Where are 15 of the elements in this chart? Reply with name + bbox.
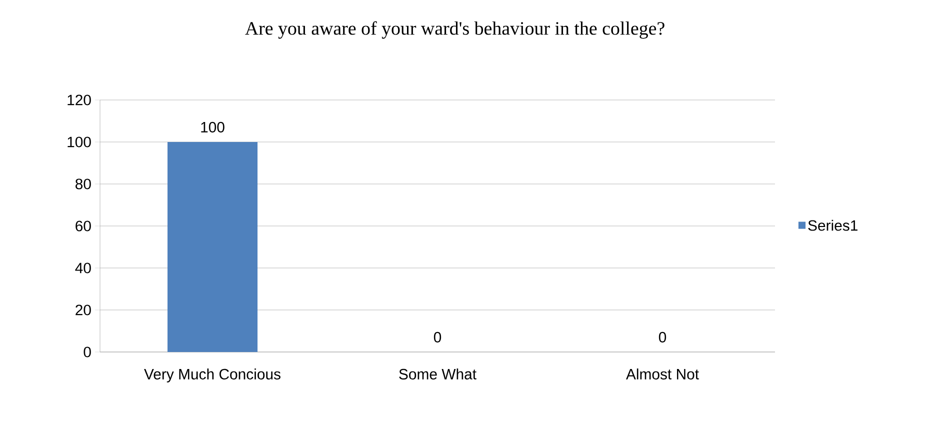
x-tick-label: Some What [399, 368, 476, 380]
data-label: 0 [434, 332, 442, 342]
y-tick-label: 20 [76, 304, 91, 316]
data-label: 0 [658, 332, 666, 342]
data-label: 100 [201, 122, 224, 132]
y-tick-label: 100 [68, 136, 91, 148]
y-tick-label: 0 [84, 346, 91, 358]
y-tick-label: 60 [76, 220, 91, 232]
legend-label: Series1 [808, 220, 858, 231]
y-tick-label: 80 [76, 178, 91, 190]
chart-title: Are you aware of your ward's behaviour in the college? [245, 21, 664, 39]
x-tick-label: Almost Not [626, 368, 699, 380]
x-tick-label: Very Much Concious [144, 368, 280, 382]
y-tick-label: 40 [75, 262, 91, 274]
y-tick-label: 120 [68, 94, 91, 106]
